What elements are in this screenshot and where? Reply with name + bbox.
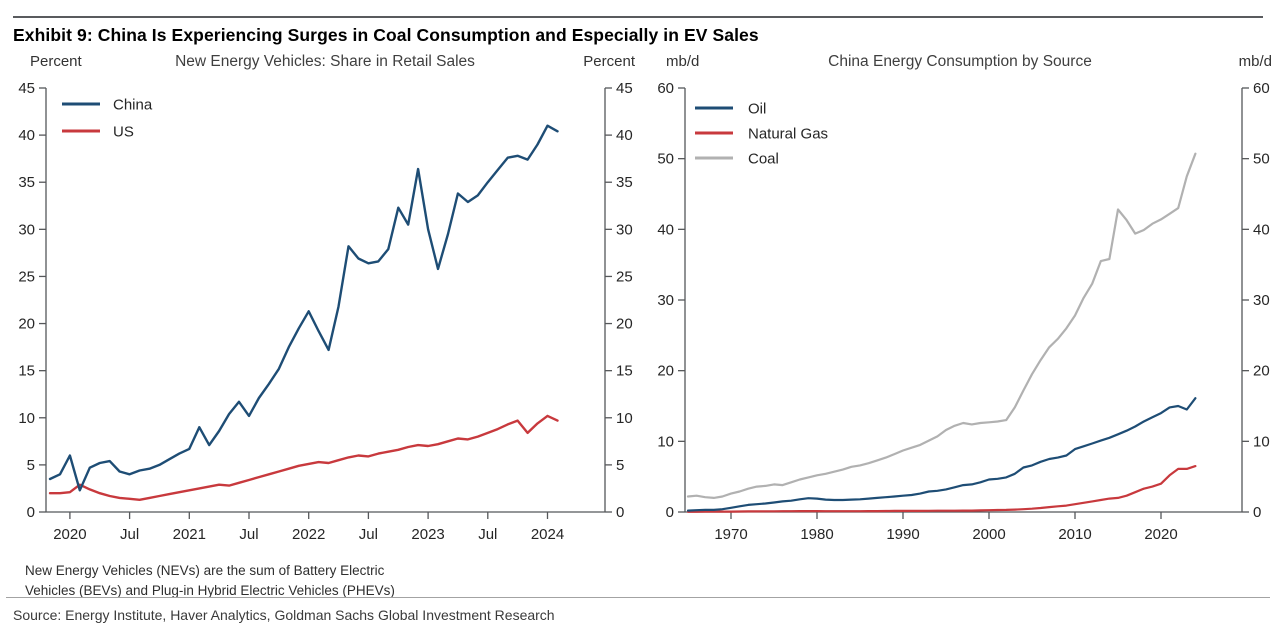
y-tick-label-right: 20 bbox=[616, 316, 633, 333]
y-tick-label-left: 10 bbox=[18, 410, 35, 427]
y-tick-label-left: 25 bbox=[18, 268, 35, 285]
series-line-us bbox=[48, 414, 559, 501]
x-tick-label: 2020 bbox=[1144, 526, 1177, 543]
y-tick-label-left: 15 bbox=[18, 363, 35, 380]
y-tick-label-right: 0 bbox=[1253, 504, 1261, 521]
legend-item: China bbox=[62, 97, 153, 114]
x-tick-label: Jul bbox=[359, 526, 378, 543]
y-tick-label-left: 35 bbox=[18, 174, 35, 191]
series-line-coal bbox=[686, 152, 1197, 499]
x-tick-label: 2000 bbox=[972, 526, 1005, 543]
legend-item: Natural Gas bbox=[695, 126, 828, 143]
y-tick-label-right: 35 bbox=[616, 174, 633, 191]
left-chart-unit-left: Percent bbox=[30, 53, 82, 70]
y-tick-label-right: 5 bbox=[616, 457, 624, 474]
legend: China US bbox=[62, 97, 153, 141]
footnote-line-1: New Energy Vehicles (NEVs) are the sum o… bbox=[25, 563, 385, 578]
y-tick-label-right: 40 bbox=[1253, 221, 1270, 238]
y-tick-label-left: 5 bbox=[27, 457, 35, 474]
legend-label: China bbox=[113, 97, 153, 114]
series-group bbox=[686, 152, 1197, 513]
series-group bbox=[48, 124, 559, 501]
source-text: Source: Energy Institute, Haver Analytic… bbox=[13, 607, 555, 623]
y-tick-label-left: 20 bbox=[18, 316, 35, 333]
top-divider-rule bbox=[13, 16, 1263, 18]
x-tick-label: Jul bbox=[478, 526, 497, 543]
legend-item: Coal bbox=[695, 151, 779, 168]
y-tick-label-right: 45 bbox=[616, 80, 633, 97]
y-tick-label-right: 60 bbox=[1253, 80, 1270, 97]
series-line-natural-gas bbox=[686, 465, 1197, 513]
right-chart-unit-right: mb/d bbox=[1238, 53, 1272, 70]
legend: Oil Natural Gas Coal bbox=[695, 101, 828, 168]
y-tick-label-right: 15 bbox=[616, 363, 633, 380]
series-line-oil bbox=[686, 397, 1197, 512]
y-tick-label-right: 30 bbox=[1253, 292, 1270, 309]
legend-item: US bbox=[62, 124, 134, 141]
y-tick-label-left: 40 bbox=[18, 127, 35, 144]
y-tick-label-left: 30 bbox=[657, 292, 674, 309]
y-tick-label-left: 50 bbox=[657, 151, 674, 168]
y-tick-label-right: 40 bbox=[616, 127, 633, 144]
legend-item: Oil bbox=[695, 101, 766, 118]
y-tick-label-right: 20 bbox=[1253, 363, 1270, 380]
source-divider-rule bbox=[6, 597, 1270, 598]
left-chart-unit-right: Percent bbox=[583, 53, 635, 70]
page-title: Exhibit 9: China Is Experiencing Surges … bbox=[13, 25, 759, 45]
y-tick-label-right: 30 bbox=[616, 221, 633, 238]
x-tick-label: Jul bbox=[239, 526, 258, 543]
legend-label: Natural Gas bbox=[748, 126, 828, 143]
series-line-china bbox=[48, 124, 559, 492]
y-tick-label-right: 10 bbox=[1253, 433, 1270, 450]
y-tick-label-left: 40 bbox=[657, 221, 674, 238]
x-tick-label: 2020 bbox=[53, 526, 86, 543]
x-tick-label: 1980 bbox=[800, 526, 833, 543]
y-tick-label-right: 0 bbox=[616, 504, 624, 521]
x-tick-label: 2010 bbox=[1058, 526, 1091, 543]
right-chart-unit-left: mb/d bbox=[666, 53, 700, 70]
legend-label: Coal bbox=[748, 151, 779, 168]
x-tick-label: 2024 bbox=[531, 526, 564, 543]
y-tick-label-left: 30 bbox=[18, 221, 35, 238]
y-tick-label-left: 45 bbox=[18, 80, 35, 97]
legend-label: Oil bbox=[748, 101, 766, 118]
x-tick-label: 1970 bbox=[714, 526, 747, 543]
right-chart-title: China Energy Consumption by Source bbox=[828, 53, 1092, 70]
y-tick-label-left: 0 bbox=[27, 504, 35, 521]
legend-label: US bbox=[113, 124, 134, 141]
y-tick-label-left: 10 bbox=[657, 433, 674, 450]
y-tick-label-right: 50 bbox=[1253, 151, 1270, 168]
y-tick-label-left: 0 bbox=[666, 504, 674, 521]
x-tick-label: 2022 bbox=[292, 526, 325, 543]
y-tick-label-left: 20 bbox=[657, 363, 674, 380]
axes bbox=[39, 87, 612, 519]
x-tick-label: Jul bbox=[120, 526, 139, 543]
x-tick-label: 1990 bbox=[886, 526, 919, 543]
footnote-line-2: Vehicles (BEVs) and Plug-in Hybrid Elect… bbox=[25, 582, 395, 598]
y-tick-label-right: 25 bbox=[616, 268, 633, 285]
y-tick-label-left: 60 bbox=[657, 80, 674, 97]
x-tick-label: 2021 bbox=[173, 526, 206, 543]
chart-footnote: New Energy Vehicles (NEVs) are the sum o… bbox=[25, 561, 395, 600]
y-tick-label-right: 10 bbox=[616, 410, 633, 427]
x-tick-label: 2023 bbox=[411, 526, 444, 543]
left-chart-title: New Energy Vehicles: Share in Retail Sal… bbox=[175, 53, 475, 70]
